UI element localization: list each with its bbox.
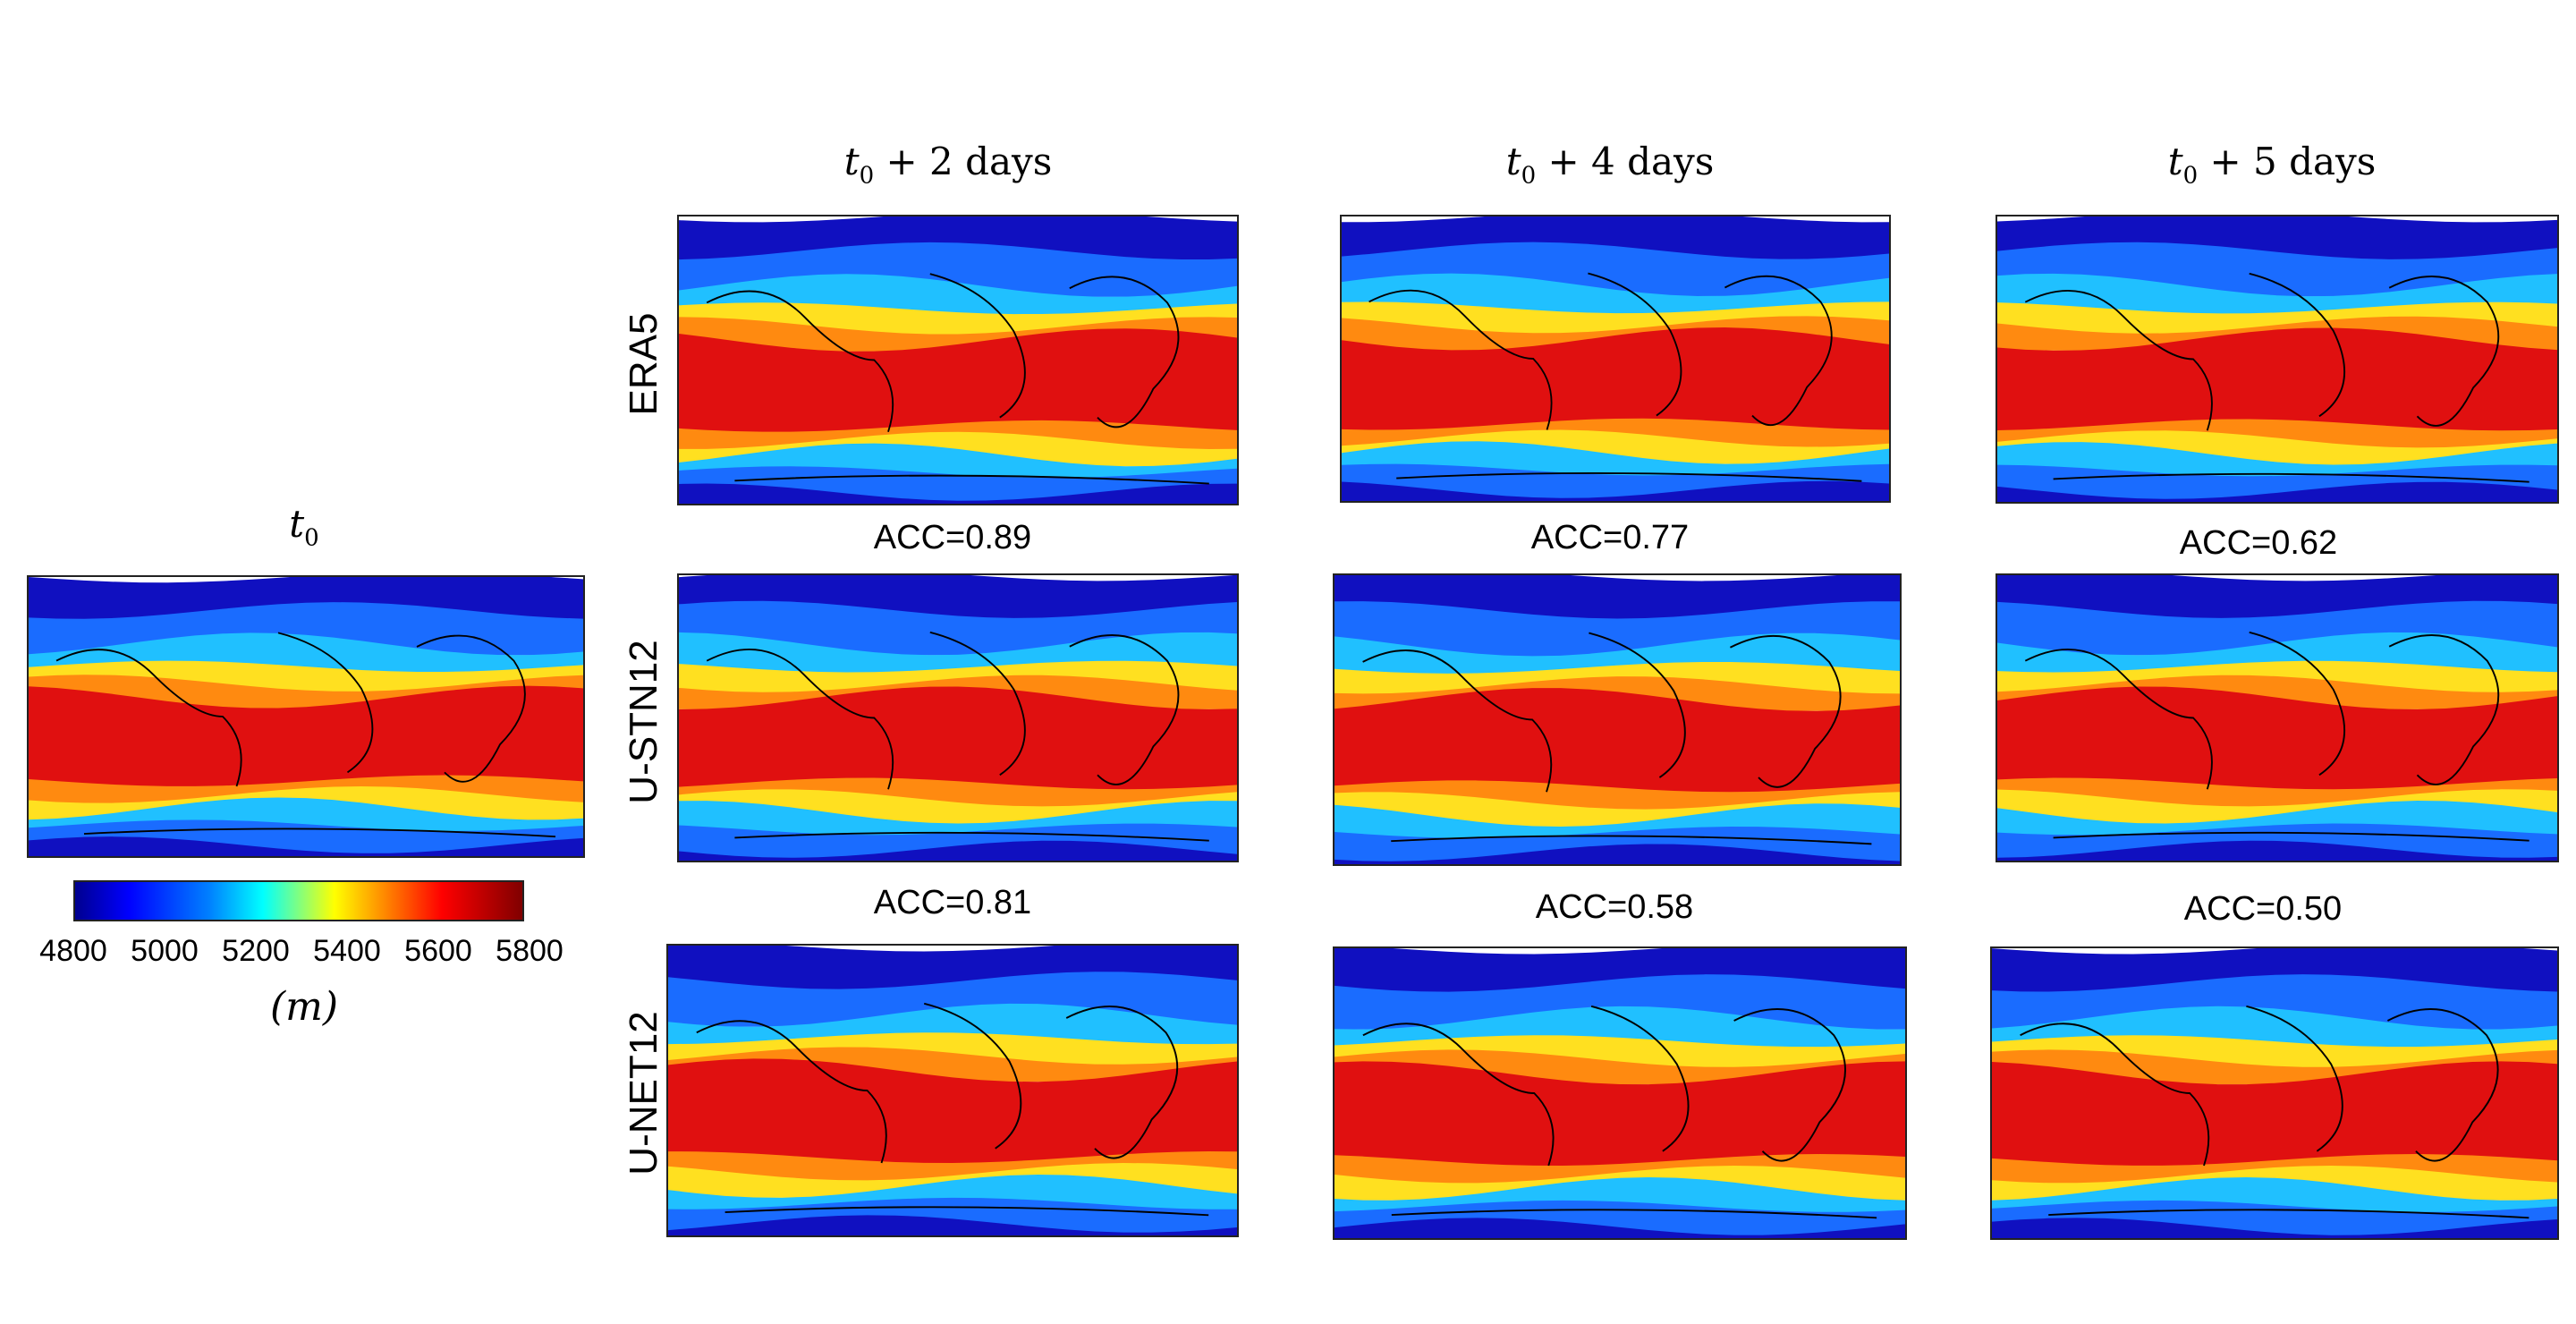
contour-band — [1335, 1061, 1905, 1172]
contour-band — [1997, 481, 2557, 502]
coastline — [55, 632, 556, 838]
map-t0 — [27, 575, 585, 858]
contour-band — [1342, 327, 1889, 436]
field-map — [679, 575, 1237, 861]
coastline — [1362, 1005, 1877, 1219]
title-base: t — [2167, 140, 2183, 183]
field-map — [679, 216, 1237, 504]
title-sub: 0 — [1521, 162, 1537, 190]
row-label-ustn12: U-STN12 — [622, 640, 665, 804]
title-suffix: + 2 days — [874, 140, 1053, 183]
contour-band — [679, 483, 1237, 504]
field-map — [1997, 575, 2557, 861]
contour-band — [668, 1058, 1237, 1169]
title-suffix: + 5 days — [2198, 140, 2377, 183]
coastline — [1362, 632, 1872, 845]
colorbar-unit: (m) — [269, 984, 339, 1030]
coastline — [2020, 1005, 2529, 1219]
field-map — [1997, 216, 2557, 502]
contour-band — [679, 840, 1237, 861]
title-t0-sub: 0 — [304, 524, 319, 552]
coastline — [1368, 272, 1862, 482]
map-era5-day4 — [1340, 215, 1891, 503]
contour-band — [1335, 1218, 1905, 1238]
colorbar-tick: 5400 — [313, 934, 381, 968]
acc-unet12-day4: ACC=0.58 — [1535, 888, 1694, 926]
contour-band — [29, 836, 583, 856]
map-ustn12-day5 — [1996, 573, 2559, 862]
contour-band — [1997, 840, 2557, 861]
contour-band — [1342, 480, 1889, 501]
title-t0-base: t — [289, 502, 305, 546]
colorbar-tick: 5200 — [222, 934, 290, 968]
coastline — [706, 273, 1209, 485]
field-map — [1335, 575, 1900, 864]
title-t0: t0 — [18, 502, 590, 552]
map-unet12-day2 — [666, 944, 1239, 1237]
acc-unet12-day5: ACC=0.50 — [2183, 890, 2343, 928]
contour-band — [1992, 1061, 2557, 1172]
field-map — [668, 946, 1237, 1235]
title-base: t — [843, 140, 860, 183]
field-map — [1992, 948, 2557, 1238]
colorbar — [73, 880, 524, 921]
map-ustn12-day2 — [677, 573, 1239, 862]
row-label-unet12: U-NET12 — [622, 1011, 665, 1175]
title-suffix: + 4 days — [1536, 140, 1715, 183]
coastline — [706, 631, 1209, 842]
contour-band — [668, 1215, 1237, 1235]
contour-band — [29, 685, 583, 793]
contour-band — [679, 328, 1237, 438]
acc-ustn12-day5: ACC=0.62 — [2179, 524, 2338, 562]
colorbar-tick: 5000 — [131, 934, 199, 968]
field-map — [1335, 948, 1905, 1238]
contour-band — [1992, 1218, 2557, 1238]
map-era5-day2 — [677, 215, 1239, 505]
field-map — [29, 577, 583, 856]
title-t0-plus-5-days: t0 + 5 days — [1986, 140, 2558, 190]
map-unet12-day4 — [1333, 946, 1907, 1240]
field-map — [1342, 216, 1889, 501]
colorbar-tick: 4800 — [39, 934, 107, 968]
contour-band — [1335, 974, 1905, 1030]
map-unet12-day5 — [1990, 946, 2559, 1240]
coastline — [2024, 631, 2529, 842]
title-sub: 0 — [859, 162, 875, 190]
coastline — [2024, 272, 2529, 483]
contour-band — [1335, 844, 1900, 864]
acc-unet12-day2: ACC=0.81 — [873, 884, 1032, 921]
map-era5-day5 — [1996, 215, 2559, 504]
acc-ustn12-day4: ACC=0.77 — [1530, 519, 1690, 556]
title-sub: 0 — [2182, 162, 2199, 190]
contour-band — [1997, 686, 2557, 795]
colorbar-tick: 5600 — [404, 934, 472, 968]
contour-band — [679, 686, 1237, 795]
title-t0-plus-4-days: t0 + 4 days — [1324, 140, 1896, 190]
colorbar-tick: 5800 — [496, 934, 564, 968]
contour-band — [1997, 327, 2557, 437]
row-label-era5: ERA5 — [622, 312, 665, 416]
title-t0-plus-2-days: t0 + 2 days — [662, 140, 1234, 190]
coastline — [696, 1002, 1209, 1217]
contour-band — [1335, 688, 1900, 798]
title-base: t — [1505, 140, 1521, 183]
map-ustn12-day4 — [1333, 573, 1902, 866]
acc-ustn12-day2: ACC=0.89 — [873, 519, 1032, 556]
